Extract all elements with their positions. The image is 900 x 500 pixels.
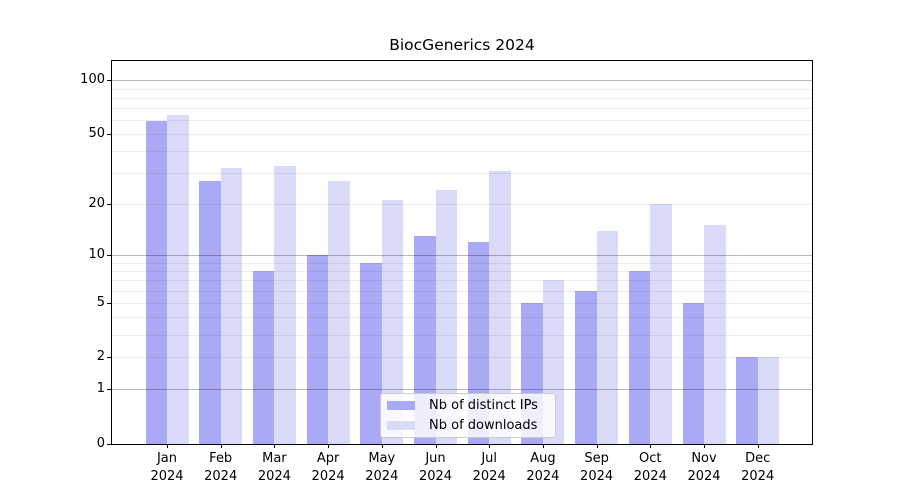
- y-tick-mark: [107, 134, 111, 136]
- gridline-minor: [112, 317, 812, 318]
- chart-title: BiocGenerics 2024: [389, 36, 535, 54]
- x-tick-label-oct: Oct 2024: [633, 451, 667, 484]
- plot-area: [111, 60, 813, 445]
- bar-nb-of-downloads-jun: [435, 190, 457, 444]
- y-tick-label: 50: [88, 126, 105, 142]
- x-tick-mark: [542, 444, 544, 448]
- bar-nb-of-downloads-may: [381, 200, 404, 444]
- x-tick-label-nov: Nov 2024: [687, 451, 721, 484]
- x-tick-label-dec: Dec 2024: [741, 451, 775, 484]
- x-tick-mark: [328, 444, 330, 448]
- gridline-minor: [112, 335, 812, 336]
- bar-nb-of-distinct-ips-jan: [145, 121, 167, 444]
- y-tick-label: 1: [96, 381, 105, 397]
- gridline-minor: [112, 120, 812, 121]
- gridline-minor: [112, 173, 812, 174]
- x-tick-label-mar: Mar 2024: [257, 451, 291, 484]
- bar-nb-of-distinct-ips-nov: [682, 302, 704, 444]
- y-tick-mark: [107, 255, 111, 257]
- bar-nb-of-downloads-oct: [650, 204, 672, 444]
- y-tick-mark: [107, 204, 111, 206]
- x-tick-label-sep: Sep 2024: [580, 451, 614, 484]
- gridline-major: [112, 80, 812, 81]
- x-tick-mark: [704, 444, 705, 448]
- x-tick-mark: [274, 444, 276, 448]
- bar-nb-of-downloads-apr: [328, 181, 350, 444]
- bar-nb-of-downloads-sep: [596, 230, 619, 444]
- gridline-minor: [112, 204, 812, 205]
- y-tick-mark: [107, 444, 111, 445]
- x-tick-mark: [220, 444, 222, 448]
- y-tick-label: 100: [80, 72, 105, 88]
- y-tick-label: 10: [88, 247, 105, 263]
- x-tick-label-feb: Feb 2024: [204, 451, 238, 484]
- y-tick-mark: [107, 357, 111, 359]
- gridline-minor: [112, 89, 812, 90]
- y-tick-label: 20: [88, 196, 105, 212]
- gridline-minor: [112, 151, 812, 152]
- x-tick-mark: [167, 444, 168, 448]
- bar-nb-of-distinct-ips-feb: [199, 181, 221, 444]
- legend-swatch-distinct-ips: [387, 401, 415, 411]
- bar-nb-of-downloads-feb: [220, 168, 243, 444]
- y-tick-label: 2: [96, 349, 105, 365]
- bar-nb-of-downloads-dec: [757, 357, 780, 444]
- x-tick-label-apr: Apr 2024: [311, 451, 345, 484]
- y-tick-label: 5: [96, 294, 105, 310]
- legend-item-distinct-ips: Nb of distinct IPs: [387, 398, 555, 413]
- grid-layer: [112, 61, 812, 444]
- gridline-major: [112, 255, 812, 256]
- bar-nb-of-distinct-ips-mar: [252, 270, 275, 444]
- x-tick-label-jan: Jan 2024: [150, 451, 184, 484]
- gridline-minor: [112, 134, 812, 135]
- gridline-minor: [112, 291, 812, 292]
- bar-nb-of-distinct-ips-sep: [575, 290, 597, 444]
- bar-nb-of-downloads-mar: [274, 166, 296, 444]
- x-tick-mark: [381, 444, 383, 448]
- legend-label-distinct-ips: Nb of distinct IPs: [429, 398, 538, 414]
- x-tick-label-may: May 2024: [365, 451, 399, 484]
- gridline-minor: [112, 108, 812, 109]
- x-tick-label-jul: Jul 2024: [472, 451, 506, 484]
- y-tick-mark: [107, 389, 111, 391]
- gridline-minor: [112, 357, 812, 358]
- bar-nb-of-distinct-ips-dec: [736, 357, 758, 444]
- x-tick-mark: [650, 444, 652, 448]
- bars-layer: [112, 61, 812, 444]
- x-tick-mark: [757, 444, 759, 448]
- x-tick-label-jun: Jun 2024: [418, 451, 453, 484]
- bar-nb-of-distinct-ips-may: [360, 262, 382, 444]
- gridline-major: [112, 389, 812, 390]
- gridline-minor: [112, 303, 812, 304]
- bar-nb-of-distinct-ips-apr: [306, 255, 329, 444]
- bar-nb-of-downloads-jan: [167, 115, 189, 444]
- legend: Nb of distinct IPs Nb of downloads: [380, 393, 556, 438]
- x-tick-mark: [596, 444, 598, 448]
- legend-swatch-downloads: [387, 420, 415, 430]
- gridline-minor: [112, 280, 812, 281]
- y-tick-mark: [107, 80, 111, 82]
- bar-nb-of-distinct-ips-jun: [414, 236, 436, 444]
- bar-nb-of-downloads-jul: [489, 170, 511, 444]
- legend-item-downloads: Nb of downloads: [387, 418, 555, 433]
- legend-label-downloads: Nb of downloads: [429, 417, 538, 433]
- gridline-minor: [112, 271, 812, 272]
- x-tick-mark: [435, 444, 437, 448]
- gridline-minor: [112, 263, 812, 264]
- bar-nb-of-downloads-nov: [704, 225, 726, 444]
- x-tick-mark: [489, 444, 491, 448]
- y-tick-mark: [107, 302, 111, 304]
- x-tick-label-aug: Aug 2024: [526, 451, 560, 484]
- gridline-minor: [112, 98, 812, 99]
- y-tick-label: 0: [96, 436, 105, 451]
- bar-nb-of-distinct-ips-oct: [628, 270, 651, 444]
